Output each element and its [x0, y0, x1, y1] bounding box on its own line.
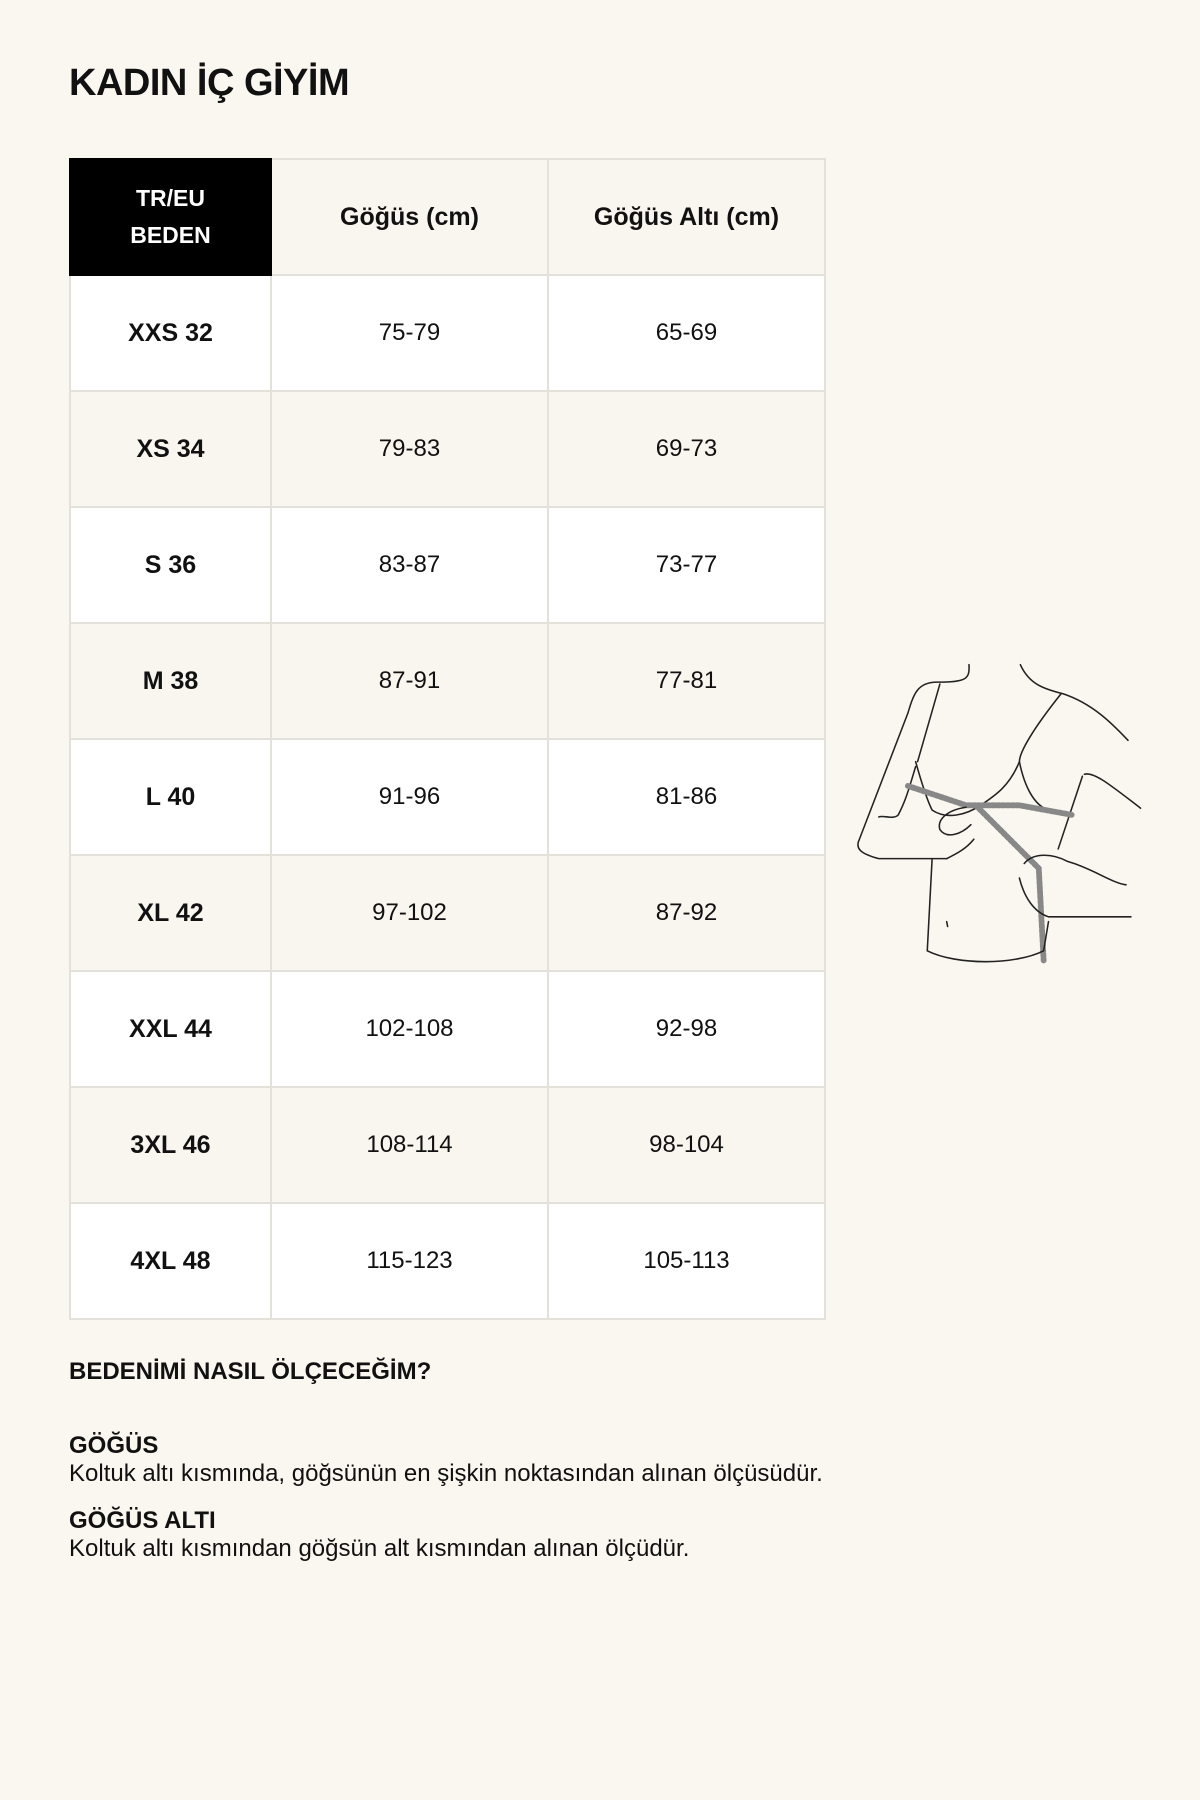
table-row: XXL 44 102-108 92-98	[69, 970, 826, 1088]
header-size: TR/EU BEDEN	[69, 158, 272, 276]
table-row: L 40 91-96 81-86	[69, 738, 826, 856]
table-row: XL 42 97-102 87-92	[69, 854, 826, 972]
size-cell: S 36	[69, 506, 272, 624]
bust-cell: 97-102	[270, 854, 549, 972]
underbust-cell: 77-81	[547, 622, 826, 740]
bust-cell: 91-96	[270, 738, 549, 856]
bust-section: GÖĞÜS Koltuk altı kısmında, göğsünün en …	[69, 1432, 823, 1488]
underbust-text: Koltuk altı kısmından göğsün alt kısmınd…	[69, 1535, 690, 1562]
size-cell: M 38	[69, 622, 272, 740]
size-cell: L 40	[69, 738, 272, 856]
bust-cell: 75-79	[270, 274, 549, 392]
size-chart-table: TR/EU BEDEN Göğüs (cm) Göğüs Altı (cm) XX…	[69, 158, 826, 1320]
bust-cell: 108-114	[270, 1086, 549, 1204]
bust-cell: 79-83	[270, 390, 549, 508]
underbust-cell: 65-69	[547, 274, 826, 392]
bust-cell: 87-91	[270, 622, 549, 740]
tape-diagonal	[972, 802, 1047, 964]
underbust-cell: 69-73	[547, 390, 826, 508]
arm-inner-line	[878, 683, 941, 819]
header-underbust: Göğüs Altı (cm)	[547, 158, 826, 276]
size-cell: 4XL 48	[69, 1202, 272, 1320]
size-cell: XXL 44	[69, 970, 272, 1088]
waist-line	[926, 857, 1050, 963]
tape-horizontal	[904, 783, 1076, 818]
bust-cell: 115-123	[270, 1202, 549, 1320]
table-row: 3XL 46 108-114 98-104	[69, 1086, 826, 1204]
measuring-illustration	[857, 663, 1142, 964]
bust-cell: 83-87	[270, 506, 549, 624]
underbust-cell: 105-113	[547, 1202, 826, 1320]
table-row: S 36 83-87 73-77	[69, 506, 826, 624]
navel	[945, 920, 949, 928]
neck-left-line	[857, 663, 970, 860]
page-title: KADIN İÇ GİYİM	[69, 62, 350, 104]
neck-right-line	[1019, 663, 1129, 742]
bust-text: Koltuk altı kısmında, göğsünün en şişkin…	[69, 1460, 823, 1487]
size-cell: 3XL 46	[69, 1086, 272, 1204]
side-right-line	[1057, 773, 1142, 850]
size-cell: XS 34	[69, 390, 272, 508]
underbust-title: GÖĞÜS ALTI	[69, 1507, 216, 1534]
size-cell: XXS 32	[69, 274, 272, 392]
how-to-measure-heading: BEDENİMİ NASIL ÖLÇECEĞİM?	[69, 1358, 432, 1385]
table-row: XS 34 79-83 69-73	[69, 390, 826, 508]
left-hand	[938, 806, 975, 860]
header-size-line2: BEDEN	[130, 222, 211, 248]
underbust-cell: 87-92	[547, 854, 826, 972]
header-bust: Göğüs (cm)	[270, 158, 549, 276]
right-hand	[1018, 854, 1132, 918]
table-row: M 38 87-91 77-81	[69, 622, 826, 740]
underbust-section: GÖĞÜS ALTI Koltuk altı kısmından göğsün …	[69, 1507, 689, 1563]
table-header-row: TR/EU BEDEN Göğüs (cm) Göğüs Altı (cm)	[69, 158, 826, 276]
underbust-cell: 92-98	[547, 970, 826, 1088]
table-row: 4XL 48 115-123 105-113	[69, 1202, 826, 1320]
bust-cell: 102-108	[270, 970, 549, 1088]
bust-title: GÖĞÜS	[69, 1432, 159, 1459]
underbust-cell: 73-77	[547, 506, 826, 624]
size-cell: XL 42	[69, 854, 272, 972]
underbust-cell: 81-86	[547, 738, 826, 856]
table-row: XXS 32 75-79 65-69	[69, 274, 826, 392]
underbust-cell: 98-104	[547, 1086, 826, 1204]
header-size-line1: TR/EU	[136, 185, 205, 211]
